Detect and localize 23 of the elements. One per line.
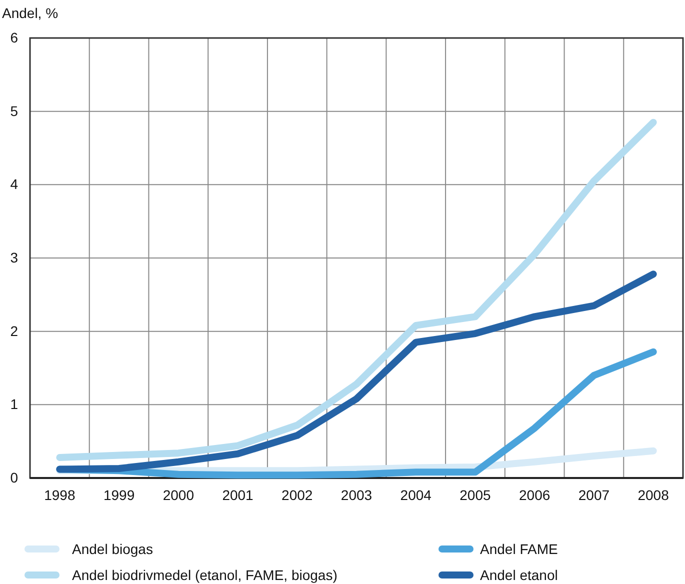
x-tick-label: 1999	[103, 486, 135, 503]
legend-label: Andel biodrivmedel (etanol, FAME, biogas)	[72, 567, 338, 583]
x-tick-label: 2005	[460, 486, 492, 503]
y-tick-label: 0	[10, 469, 18, 486]
x-tick-label: 2003	[340, 486, 372, 503]
x-tick-label: 2006	[519, 486, 550, 503]
y-tick-label: 5	[10, 102, 18, 119]
x-tick-label: 1998	[44, 486, 76, 503]
y-tick-label: 6	[10, 29, 18, 46]
y-tick-label: 2	[10, 322, 18, 339]
x-tick-label: 2007	[578, 486, 610, 503]
x-tick-label: 2002	[282, 486, 313, 503]
x-tick-label: 2008	[638, 486, 670, 503]
x-tick-label: 2004	[400, 486, 432, 503]
legend-label: Andel biogas	[72, 541, 153, 557]
x-tick-label: 2000	[162, 486, 194, 503]
legend-label: Andel FAME	[480, 541, 558, 557]
legend-label: Andel etanol	[480, 567, 558, 583]
y-axis-title: Andel, %	[2, 5, 58, 21]
y-tick-label: 1	[10, 396, 18, 412]
y-tick-label: 4	[10, 176, 18, 192]
y-tick-label: 3	[10, 249, 18, 266]
x-tick-label: 2001	[222, 486, 254, 503]
